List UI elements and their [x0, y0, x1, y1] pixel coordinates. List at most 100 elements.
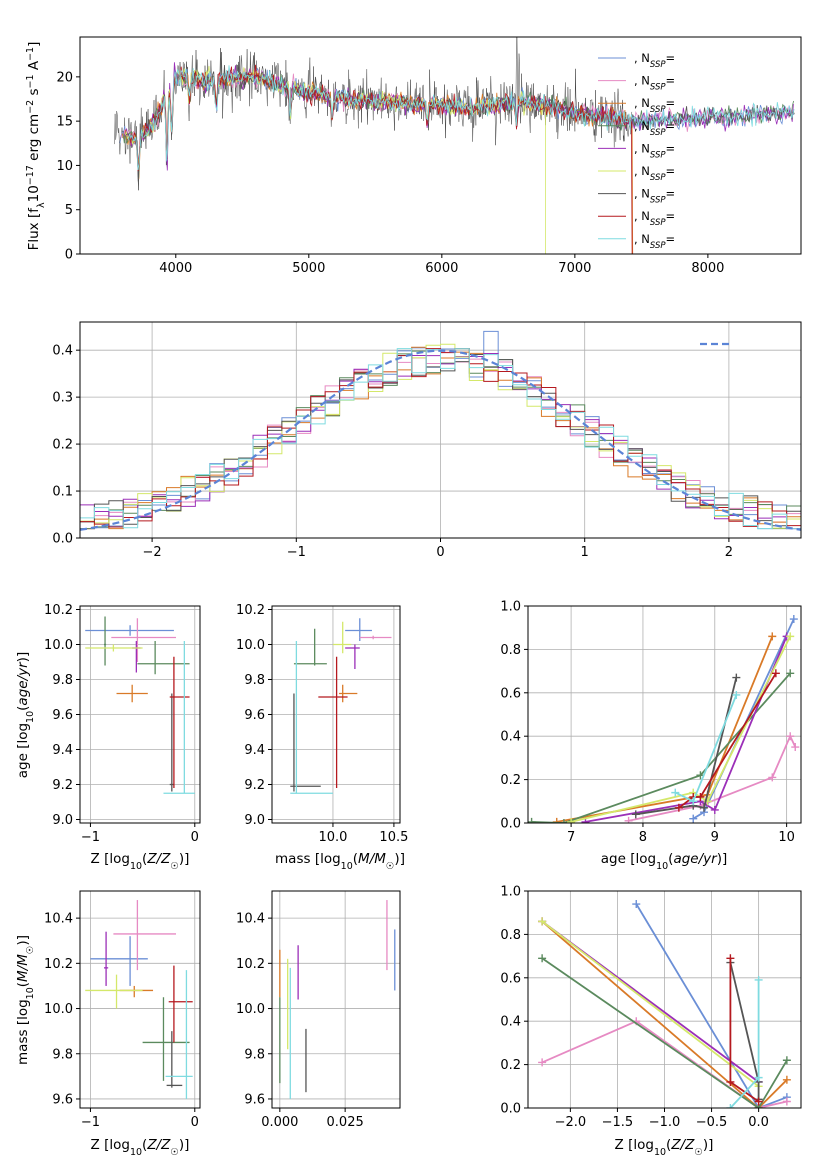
residual-histogram [80, 343, 801, 529]
x-tick-label: 0.000 [261, 1115, 298, 1130]
series-marker [689, 797, 698, 806]
x-axis-label: Z [log10(Z/Z☉)] [615, 1137, 714, 1158]
x-tick-label: 0.025 [327, 1115, 364, 1130]
y-tick-label: 9.8 [52, 673, 73, 688]
series-marker [754, 1073, 763, 1082]
data-point [90, 936, 148, 986]
data-point [85, 974, 143, 1009]
data-point [132, 641, 141, 673]
series-line [541, 920, 760, 1088]
y-tick-label: 9.6 [244, 708, 265, 723]
y-tick-label: 0.8 [500, 928, 521, 943]
y-tick-label: 9.0 [244, 813, 265, 828]
y-tick-label: 9.8 [52, 1047, 73, 1062]
axes-frame [271, 890, 401, 1109]
y-tick-label: 5 [65, 203, 73, 218]
x-tick-label: −0.5 [696, 1115, 728, 1130]
legend-entry: , NSSP= [634, 141, 675, 160]
series-marker [726, 1104, 735, 1108]
x-tick-label: 8 [639, 830, 647, 845]
data-point [165, 970, 193, 1099]
y-tick-label: 0.8 [500, 643, 521, 658]
model-spectrum [127, 64, 633, 254]
series-marker [632, 900, 641, 909]
y-tick-label: 10.0 [236, 1002, 265, 1017]
data-point [113, 900, 176, 971]
y-tick-label: 10.0 [44, 1002, 73, 1017]
y-tick-label: 1.0 [500, 600, 521, 615]
series-line [729, 980, 760, 1108]
series-marker [567, 817, 576, 823]
weight-series [671, 690, 741, 806]
y-tick-label: 15 [56, 115, 73, 130]
y-tick-label: 0 [65, 248, 73, 263]
data-point [332, 621, 352, 654]
data-point [168, 965, 193, 1043]
series-marker [689, 814, 698, 823]
series-marker [782, 1056, 791, 1065]
series-marker [559, 819, 568, 823]
y-tick-label: 0.1 [52, 485, 73, 500]
series-marker [786, 669, 795, 678]
y-tick-label: 9.6 [52, 708, 73, 723]
axes-frame [79, 890, 201, 1109]
y-tick-label: 1.0 [500, 885, 521, 900]
y-tick-label: 10.2 [236, 957, 265, 972]
data-point [142, 997, 190, 1081]
model-spectrum [128, 65, 795, 171]
y-tick-label: 0.0 [500, 817, 521, 832]
x-tick-label: 9 [711, 830, 719, 845]
data-point [345, 644, 360, 669]
plot-area [538, 900, 791, 1108]
panel-0: 4000 5000 6000 7000 8000 0 5 10 15 20 Flux [fλ10−1… [25, 36, 802, 276]
axes-frame [527, 605, 802, 824]
data-point [137, 641, 190, 675]
data-point [290, 641, 333, 794]
y-tick-label: 0.2 [500, 1058, 521, 1073]
y-tick-label: 0.0 [500, 1102, 521, 1117]
data-point [290, 693, 321, 792]
y-tick-label: 0.4 [52, 344, 73, 359]
x-axis-label: mass [log10(M/M☉)] [275, 851, 405, 872]
panel-3: 10.0 10.5 9.0 9.2 9.4 9.6 9.8 10.0 10.2 mass [log… [236, 603, 408, 872]
weight-series [726, 975, 763, 1108]
data-point [119, 985, 154, 998]
data-point [85, 625, 174, 636]
x-tick-label: 6000 [425, 261, 458, 276]
x-tick-label: −1 [287, 545, 306, 560]
series-marker [624, 816, 633, 823]
series-marker [528, 817, 536, 823]
legend-entry: , NSSP= [634, 209, 675, 228]
series-marker [538, 954, 547, 963]
series-marker [782, 1075, 791, 1084]
legend-entry: , NSSP= [634, 51, 675, 70]
series-marker [786, 632, 795, 641]
series-line [541, 920, 788, 1108]
legend: , NSSP= , NSSP= , NSSP= , NSSP= , NSSP= , NSS… [598, 51, 675, 251]
series-marker [754, 1097, 763, 1106]
y-tick-label: 20 [56, 70, 73, 85]
y-tick-label: 9.8 [244, 673, 265, 688]
series-marker [732, 690, 741, 699]
weight-series [538, 917, 763, 1086]
series-line [635, 677, 738, 816]
x-tick-label: −2 [143, 545, 162, 560]
data-point [166, 1031, 183, 1088]
data-point [293, 628, 327, 666]
legend-entry: , NSSP= [634, 164, 675, 183]
panel-7: −2.0 −1.5 −1.0 −0.5 0.0 0.0 0.2 0.4 0.6 0.8 1.0 Z [… [500, 885, 802, 1158]
series-line [585, 636, 788, 823]
series-line [541, 957, 788, 1108]
weight-series [631, 673, 741, 819]
x-tick-label: 5000 [292, 261, 325, 276]
weight-series [689, 615, 798, 823]
data-point [339, 684, 358, 703]
x-tick-label: 10.0 [318, 830, 347, 845]
x-tick-label: 2 [725, 545, 733, 560]
plot-area [85, 616, 195, 794]
legend-entry: , NSSP= [634, 232, 675, 251]
series-line [635, 903, 788, 1108]
series-line [570, 635, 792, 823]
x-tick-label: −2.0 [555, 1115, 587, 1130]
series-marker [631, 810, 640, 819]
